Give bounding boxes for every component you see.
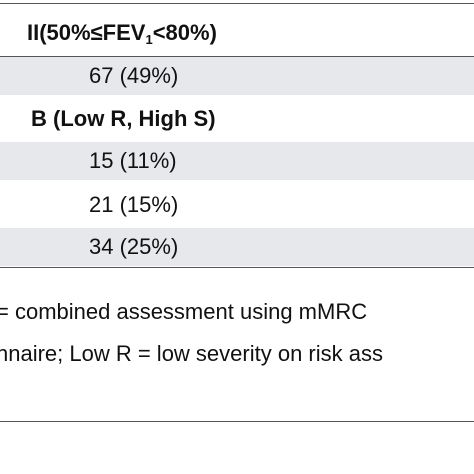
footnote-line-1: = combined assessment using mMRC [0, 299, 368, 324]
footnote-line-2: nnaire; Low R = low severity on risk ass [0, 341, 383, 366]
row-band [0, 142, 474, 180]
row-band [0, 57, 474, 95]
table-top-border [0, 3, 474, 4]
header-bottom-border [0, 56, 474, 57]
column-header-gold-ii: II(50%≤FEV1<80%) [27, 20, 217, 46]
header-fev: FEV [102, 20, 146, 45]
header-suffix: <80%) [152, 20, 217, 45]
group-header-b: B (Low R, High S) [31, 106, 216, 131]
table-cell: 67 (49%) [89, 63, 179, 88]
table-cell: 34 (25%) [89, 234, 179, 259]
footnote-bottom-border [0, 421, 474, 422]
le-symbol: ≤ [90, 20, 103, 45]
table-cell: 21 (15%) [89, 192, 179, 217]
table-cell: 15 (11%) [89, 148, 177, 173]
header-prefix: II(50% [27, 20, 91, 45]
header-fev-subscript: 1 [145, 32, 153, 47]
table-bottom-border [0, 267, 474, 268]
row-band [0, 228, 474, 266]
